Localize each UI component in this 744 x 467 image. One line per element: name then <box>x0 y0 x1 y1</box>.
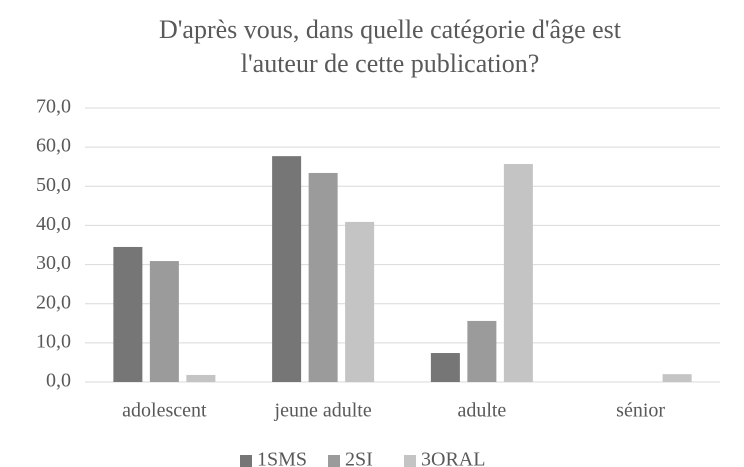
bar <box>113 246 143 382</box>
bar <box>503 163 533 382</box>
bar <box>272 156 302 382</box>
x-tick-label: adolescent <box>122 400 207 422</box>
bar <box>662 374 692 382</box>
x-tick-label: jeune adulte <box>274 400 372 422</box>
y-tick-label: 20,0 <box>36 291 71 313</box>
y-tick-label: 60,0 <box>36 135 71 157</box>
bar <box>430 353 460 382</box>
y-tick-label: 30,0 <box>36 252 71 274</box>
chart-title: l'auteur de cette publication? <box>241 49 540 78</box>
bar <box>345 221 375 382</box>
x-tick-label: sénior <box>616 400 665 422</box>
bar <box>467 320 497 382</box>
legend-label: 1SMS <box>257 449 307 467</box>
y-tick-label: 70,0 <box>36 96 71 118</box>
legend-swatch <box>240 455 252 467</box>
legend-swatch <box>328 455 340 467</box>
legend-label: 2SI <box>345 449 373 467</box>
y-tick-label: 10,0 <box>36 330 71 352</box>
legend-label: 3ORAL <box>421 449 485 467</box>
bar <box>308 172 338 382</box>
x-tick-label: adulte <box>457 400 506 422</box>
y-tick-label: 50,0 <box>36 174 71 196</box>
bar <box>149 261 179 382</box>
chart-title: D'après vous, dans quelle catégorie d'âg… <box>159 15 622 44</box>
y-tick-label: 0,0 <box>46 370 71 392</box>
bar <box>186 374 216 382</box>
y-tick-label: 40,0 <box>36 213 71 235</box>
legend-swatch <box>404 455 416 467</box>
